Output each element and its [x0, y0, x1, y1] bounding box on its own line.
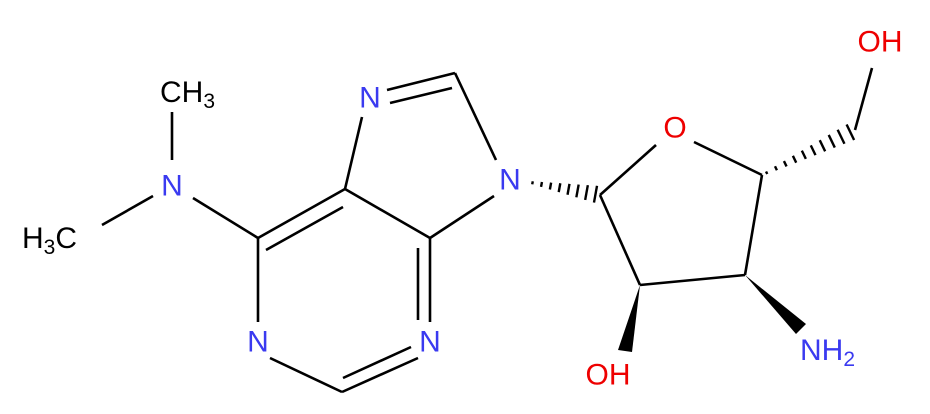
hash-bond [764, 170, 769, 175]
atom-label: O [663, 112, 686, 145]
atom-label: CH3 [160, 76, 215, 113]
bond [389, 86, 453, 105]
bond [453, 72, 498, 161]
atom-text: H [22, 222, 44, 255]
atom-label: NH2 [800, 334, 855, 371]
hash-bond [782, 160, 788, 167]
hash-bond [557, 183, 562, 193]
wedge-bond [745, 275, 806, 334]
hash-bond [800, 150, 807, 160]
bond [342, 345, 412, 380]
bond [853, 67, 874, 131]
bonds [101, 67, 874, 394]
atom-subscript: 3 [203, 90, 215, 113]
bond [101, 194, 154, 227]
hash-bond [539, 181, 544, 188]
bond [269, 356, 343, 394]
hash-bond [773, 165, 778, 171]
hash-bond [531, 181, 534, 185]
hash-bond [583, 184, 590, 201]
bond [693, 140, 763, 177]
bond [743, 174, 764, 276]
hash-bond [836, 129, 846, 145]
hash-bond [827, 134, 836, 149]
hash-bond [592, 185, 599, 203]
bond [344, 187, 431, 240]
hash-bond [548, 182, 553, 190]
atom-subscript: 3 [44, 236, 56, 259]
hash-bond [791, 155, 798, 164]
bond [265, 205, 344, 252]
atom-label: N [247, 326, 269, 359]
bond [192, 196, 259, 240]
bond [386, 71, 456, 92]
atom-label: N [161, 170, 183, 203]
hash-bond [809, 144, 817, 156]
hash-bond [845, 123, 856, 141]
atom-labels: CH3 N H3C N N N N O OH OH NH2 [22, 26, 903, 392]
bond [341, 356, 419, 394]
bond [429, 194, 495, 240]
atom-text: NH [800, 334, 843, 367]
hash-bond [566, 183, 571, 195]
atom-text: C [55, 222, 77, 255]
atom-label: OH [858, 26, 903, 59]
wedge-bond [618, 285, 640, 352]
atom-subscript: 2 [843, 348, 855, 371]
bond [598, 194, 642, 286]
bond [639, 273, 746, 287]
atom-label: N [419, 326, 441, 359]
bond [343, 116, 364, 190]
atom-label: N [359, 82, 381, 115]
atom-text: CH [160, 76, 203, 109]
atom-label: N [499, 164, 521, 197]
hash-bond [575, 184, 580, 198]
bond [257, 187, 346, 240]
bond [599, 144, 657, 196]
atom-label: OH [586, 359, 631, 392]
atom-label: H3C [22, 222, 77, 259]
hash-bond [818, 139, 827, 152]
